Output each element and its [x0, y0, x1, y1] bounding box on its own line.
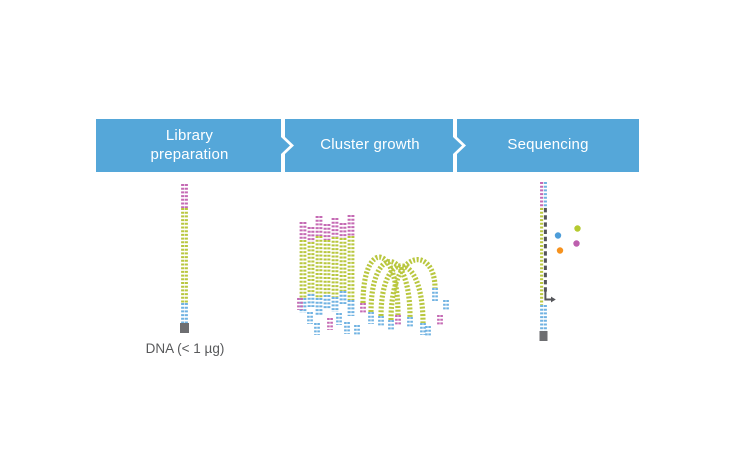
- nucleotide-dots-icon: [554, 225, 581, 254]
- surface-anchor-block: [539, 331, 548, 341]
- library-dna-strand-icon: [180, 184, 189, 333]
- nucleotide-blue-dot: [554, 232, 562, 239]
- dna-amount-label: DNA (< 1 µg): [145, 341, 225, 356]
- bridge-arch: [360, 254, 401, 316]
- cluster-strands-icon: [297, 215, 449, 337]
- nucleotide-green-dot: [574, 225, 581, 232]
- step-label-sequencing: Sequencing: [457, 119, 639, 172]
- step-label-text: Sequencing: [507, 136, 589, 154]
- bridge-arch: [378, 263, 426, 324]
- nucleotide-orange-dot: [556, 247, 564, 254]
- banner-segment-cluster-growth: [285, 119, 462, 172]
- bridge-amplification-arches-icon: [360, 254, 438, 335]
- step-label-cluster-growth: Cluster growth: [286, 119, 454, 172]
- banner-segment-sequencing: [457, 119, 639, 172]
- extension-arrow-head: [551, 296, 556, 303]
- bridge-arch: [388, 257, 438, 321]
- bridge-arch: [368, 259, 413, 318]
- extension-arrow: [544, 291, 551, 301]
- surface-anchor-block: [180, 323, 189, 333]
- banner-segment-library-preparation: [96, 119, 290, 172]
- step-label-library-preparation: Library preparation: [96, 119, 283, 172]
- nucleotide-magenta-dot: [573, 240, 580, 247]
- step-label-text: Library preparation: [150, 127, 229, 163]
- sequencing-strand-icon: [539, 182, 556, 341]
- step-label-text: Cluster growth: [320, 136, 420, 154]
